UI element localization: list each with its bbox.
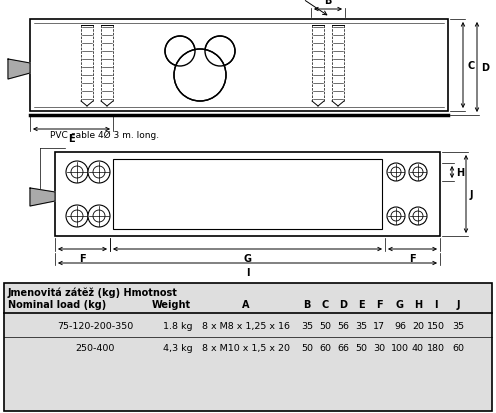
Circle shape [413,211,423,221]
Bar [113,159,382,230]
Text: I: I [434,299,438,309]
Text: 8 x M8 x 1,25 x 16: 8 x M8 x 1,25 x 16 [202,321,290,330]
Text: Weight: Weight [152,299,191,309]
Circle shape [391,211,401,221]
Text: 40: 40 [412,343,424,352]
Text: Jmenovitá zátěž (kg) Hmotnost: Jmenovitá zátěž (kg) Hmotnost [8,287,178,298]
Circle shape [205,37,235,67]
Text: 180: 180 [427,343,445,352]
Circle shape [409,164,427,182]
Circle shape [66,206,88,228]
Text: 35: 35 [355,321,367,330]
Text: H: H [456,168,464,178]
Text: 100: 100 [391,343,409,352]
Circle shape [93,166,105,178]
Text: 4,3 kg: 4,3 kg [163,343,193,352]
Polygon shape [30,189,55,206]
Circle shape [71,166,83,178]
Text: 35: 35 [301,321,313,330]
Text: F: F [79,254,86,263]
Text: B: B [304,299,310,309]
Text: 66: 66 [337,343,349,352]
Text: C: C [321,299,329,309]
Bar [4,283,492,411]
Text: 50: 50 [319,321,331,330]
Circle shape [71,211,83,223]
Circle shape [387,207,405,225]
Text: B: B [324,0,332,6]
Text: F: F [409,254,416,263]
Circle shape [391,168,401,178]
Text: G: G [244,254,251,263]
Circle shape [66,161,88,183]
Circle shape [88,206,110,228]
Text: 1.8 kg: 1.8 kg [163,321,193,330]
Text: 150: 150 [427,321,445,330]
Text: 250-400: 250-400 [75,343,115,352]
Text: 8 x M10 x 1,5 x 20: 8 x M10 x 1,5 x 20 [202,343,290,352]
Text: H: H [414,299,422,309]
Text: 60: 60 [452,343,464,352]
Text: 56: 56 [337,321,349,330]
Circle shape [413,168,423,178]
Text: PVC cable 4Ø 3 m. long.: PVC cable 4Ø 3 m. long. [50,131,159,140]
Text: 30: 30 [373,343,385,352]
Text: 60: 60 [319,343,331,352]
Polygon shape [8,60,30,80]
Text: E: E [68,134,75,144]
Text: E: E [358,299,365,309]
Text: C: C [467,61,474,71]
Text: 50: 50 [355,343,367,352]
Text: J: J [470,190,474,199]
Text: 75-120-200-350: 75-120-200-350 [57,321,133,330]
Text: D: D [481,63,489,73]
Bar [30,20,448,112]
Circle shape [387,164,405,182]
Circle shape [165,37,195,67]
Text: 35: 35 [452,321,464,330]
Text: D: D [339,299,347,309]
Text: 50: 50 [301,343,313,352]
Text: I: I [246,267,249,277]
Text: Nominal load (kg): Nominal load (kg) [8,299,106,309]
Text: 20: 20 [412,321,424,330]
Bar [55,153,440,236]
Text: 96: 96 [394,321,406,330]
Text: 17: 17 [373,321,385,330]
Text: F: F [375,299,382,309]
Circle shape [93,211,105,223]
Circle shape [409,207,427,225]
Text: J: J [456,299,460,309]
Circle shape [88,161,110,183]
Text: G: G [396,299,404,309]
Circle shape [174,50,226,102]
Text: A: A [242,299,250,309]
